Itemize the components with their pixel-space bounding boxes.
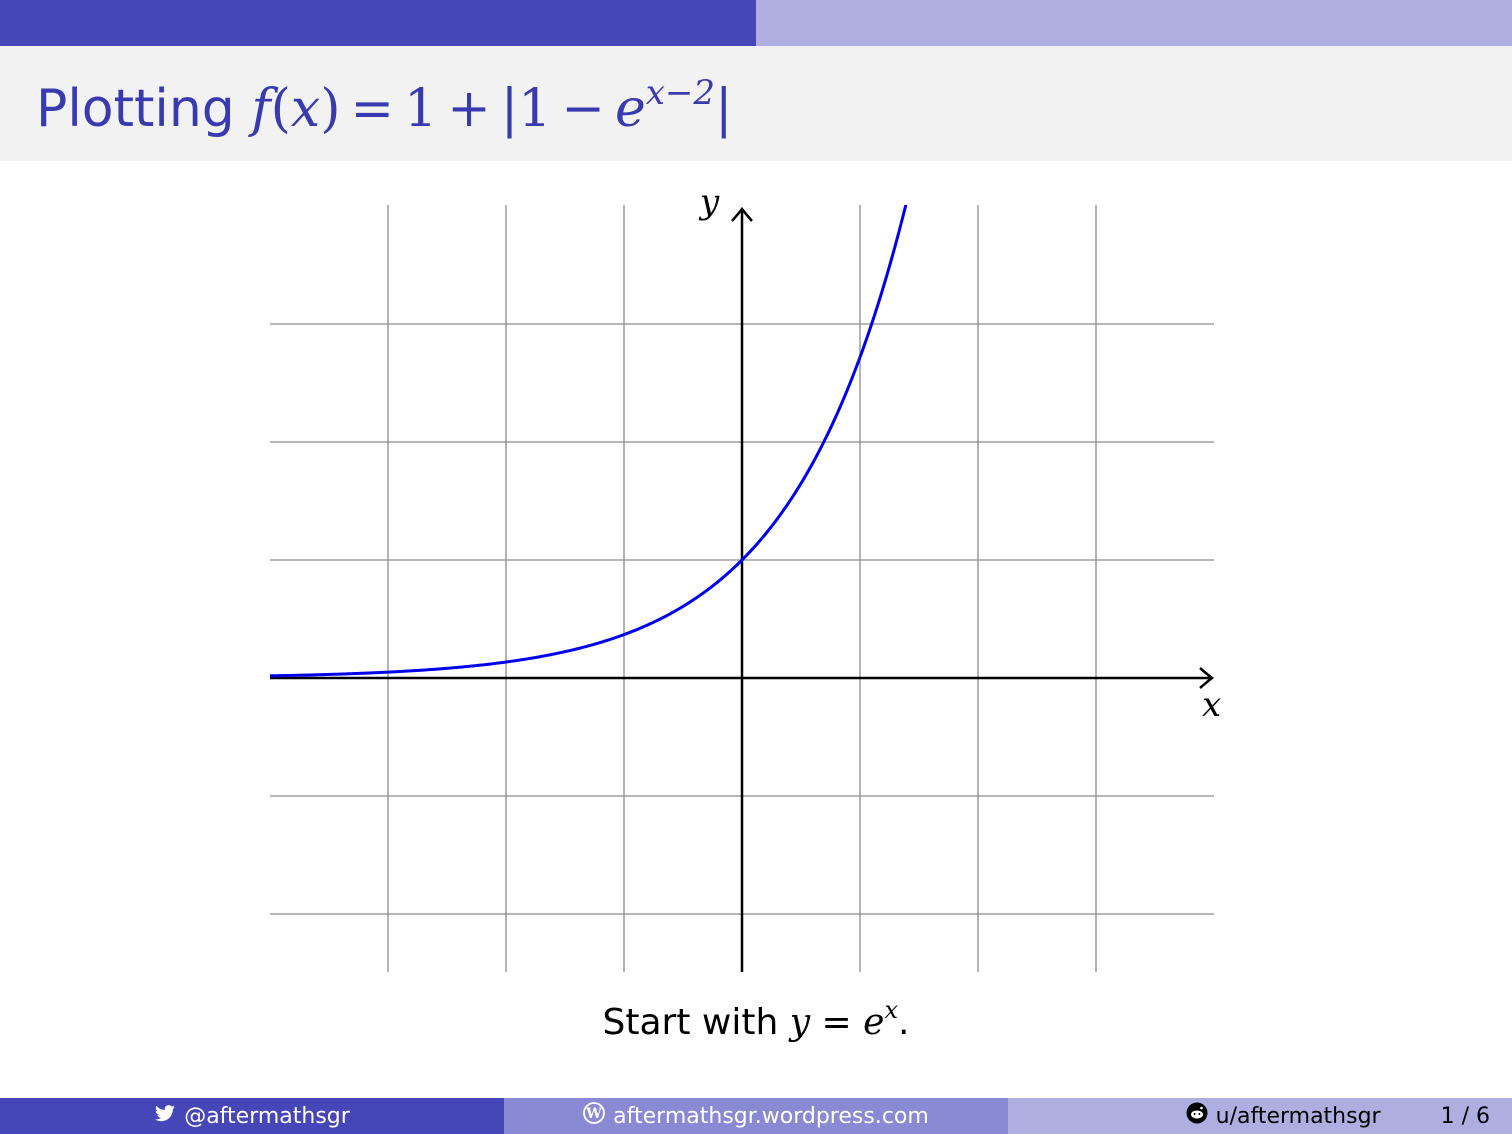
x-axis-arrowhead bbox=[1199, 667, 1215, 689]
title-x: x bbox=[290, 79, 321, 139]
title-plus: + bbox=[447, 79, 491, 139]
footer: @aftermathsgr W aftermathsgr.wordpress.c… bbox=[0, 1098, 1512, 1134]
caption-exponent: x bbox=[884, 996, 899, 1024]
title-rparen: ) bbox=[320, 79, 341, 139]
progress-bar-fill bbox=[0, 0, 756, 46]
twitter-icon bbox=[154, 1104, 176, 1129]
footer-twitter[interactable]: @aftermathsgr bbox=[0, 1098, 504, 1134]
title-prefix: Plotting bbox=[36, 79, 235, 139]
caption-period: . bbox=[898, 1002, 910, 1043]
footer-wordpress[interactable]: W aftermathsgr.wordpress.com bbox=[504, 1098, 1008, 1134]
title-one: 1 bbox=[404, 79, 438, 139]
slide-title: Plotting f(x) = 1 + |1− ex−2| bbox=[36, 76, 733, 142]
footer-wordpress-url: aftermathsgr.wordpress.com bbox=[613, 1103, 929, 1129]
y-axis-label: y bbox=[698, 182, 720, 222]
caption-equals: = bbox=[821, 1002, 852, 1043]
footer-twitter-handle: @aftermathsgr bbox=[184, 1103, 350, 1129]
footer-reddit[interactable]: u/aftermathsgr 1 / 6 bbox=[1008, 1098, 1512, 1134]
title-e: e bbox=[614, 79, 646, 139]
title-bar-right: | bbox=[715, 79, 733, 139]
title-one-b: 1 bbox=[518, 79, 552, 139]
series-layer bbox=[270, 205, 908, 678]
reddit-icon bbox=[1186, 1102, 1208, 1130]
title-band bbox=[0, 46, 1512, 161]
title-bar-left: | bbox=[500, 79, 519, 139]
footer-reddit-user: u/aftermathsgr bbox=[1215, 1103, 1381, 1129]
series-line-0 bbox=[270, 205, 908, 678]
title-lparen: ( bbox=[270, 79, 291, 139]
page-number: 1 / 6 bbox=[1440, 1103, 1490, 1129]
caption-text: Start with bbox=[602, 1002, 779, 1043]
caption: Start with y = ex. bbox=[0, 998, 1512, 1043]
title-minus: − bbox=[561, 79, 605, 139]
title-equals: = bbox=[350, 79, 395, 139]
wordpress-icon: W bbox=[583, 1102, 606, 1130]
caption-y: y bbox=[789, 1002, 811, 1043]
progress-bar bbox=[0, 0, 1512, 46]
svg-text:W: W bbox=[585, 1106, 602, 1122]
title-f: f bbox=[251, 79, 271, 139]
title-exponent: x−2 bbox=[645, 73, 716, 113]
caption-e: e bbox=[863, 1002, 885, 1043]
grid-vertical-lines bbox=[387, 205, 1097, 972]
x-axis-label: x bbox=[1202, 685, 1221, 725]
y-axis-arrowhead bbox=[731, 206, 753, 222]
